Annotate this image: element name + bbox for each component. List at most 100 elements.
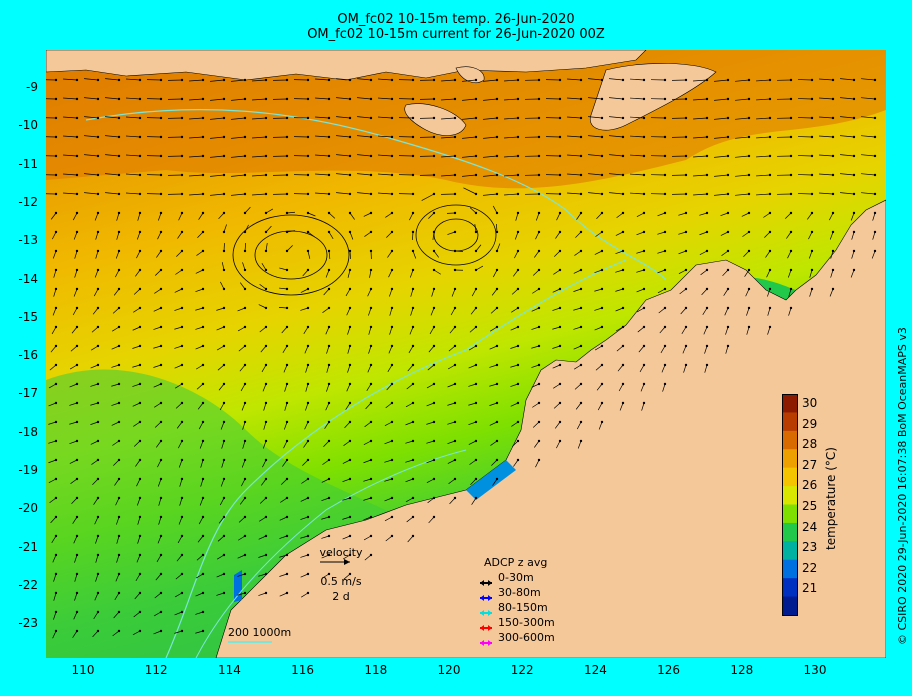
current-vector-dot [54,78,58,82]
current-vector [735,117,750,120]
current-vector-dot [138,439,142,443]
current-vector-dot [117,325,121,329]
current-vector-dot [411,363,415,367]
current-vector-dot [159,610,163,614]
current-vector-dot [726,306,730,310]
current-vector-dot [768,192,772,196]
current-vector [410,307,414,316]
current-vector [259,326,267,333]
current-vector [596,212,603,220]
current-vector [489,383,498,387]
current-vector-dot [306,591,310,595]
current-vector [725,345,729,354]
current-vector-dot [432,287,436,291]
current-vector [483,98,498,101]
current-vector [786,231,792,239]
current-vector [699,231,708,236]
current-vector-dot [411,249,415,253]
current-vector-dot [201,78,205,82]
current-vector-dot [579,344,583,348]
isobath-scale-line [228,641,272,643]
current-vector [71,326,78,334]
current-vector [154,288,162,294]
current-vector [218,516,225,524]
current-vector [321,497,330,501]
current-vector-dot [243,249,247,253]
x-tick-label: 116 [291,663,315,677]
current-vector [588,116,603,119]
current-vector [496,243,501,252]
current-vector [766,269,771,278]
current-vector-dot [474,116,478,120]
current-vector-dot [180,173,184,177]
current-vector-dot [600,211,604,215]
current-vector-dot [810,78,814,82]
current-vector-dot [663,173,667,177]
x-tick-label: 118 [364,663,388,677]
current-vector [531,364,540,368]
current-vector [258,535,267,540]
current-vector-dot [621,135,625,139]
current-vector-dot [96,515,100,519]
current-vector [218,212,225,220]
current-vector-dot [432,477,436,481]
current-vector [658,307,666,314]
current-vector [385,212,393,218]
current-vector-dot [54,306,58,310]
current-vector [322,459,330,465]
current-vector-dot [558,230,562,234]
current-vector-dot [600,173,604,177]
indonesia-land [46,50,647,81]
current-vector-dot [474,287,478,291]
current-vector [441,117,456,120]
current-vector [491,459,498,466]
current-vector [189,193,204,196]
current-vector-dot [768,116,772,120]
current-vector-dot [600,325,604,329]
current-vector [300,516,309,520]
current-vector-dot [726,173,730,177]
current-vector [657,231,666,235]
current-vector-dot [495,363,499,367]
current-vector [861,192,876,195]
current-vector-dot [285,78,289,82]
current-vector-dot [432,325,436,329]
current-vector [636,231,645,236]
current-vector-dot [54,382,58,386]
adcp-arrow-icon [478,590,494,601]
current-vector-dot [474,268,478,272]
current-vector [829,288,834,297]
current-vector-dot [159,591,163,595]
current-vector-dot [75,515,79,519]
current-vector [136,231,141,240]
current-vector [597,402,603,411]
colorbar-tick-label: 27 [802,457,818,472]
current-vector-dot [222,230,226,234]
current-vector [126,97,141,100]
current-vector-dot [348,401,352,405]
current-vector [829,231,834,240]
current-vector [105,78,120,81]
current-vector-dot [285,211,289,215]
current-vector-dot [138,477,142,481]
current-vector [471,497,477,505]
current-vector-dot [621,325,625,329]
current-vector [72,630,78,638]
current-vector [221,440,225,449]
current-vector-dot [705,230,709,234]
current-vector-dot [537,325,541,329]
current-vector [307,212,316,217]
current-vector [323,440,330,447]
current-vector-dot [516,97,520,101]
current-vector-dot [201,572,205,576]
current-vector-dot [96,173,100,177]
current-vector-dot [75,496,79,500]
current-vector [315,135,330,138]
current-vector-dot [390,78,394,82]
current-vector [252,79,267,82]
current-vector-dot [390,135,394,139]
current-vector-dot [201,629,205,633]
current-vector [326,345,330,354]
current-vector-dot [432,458,436,462]
current-vector-dot [684,211,688,215]
